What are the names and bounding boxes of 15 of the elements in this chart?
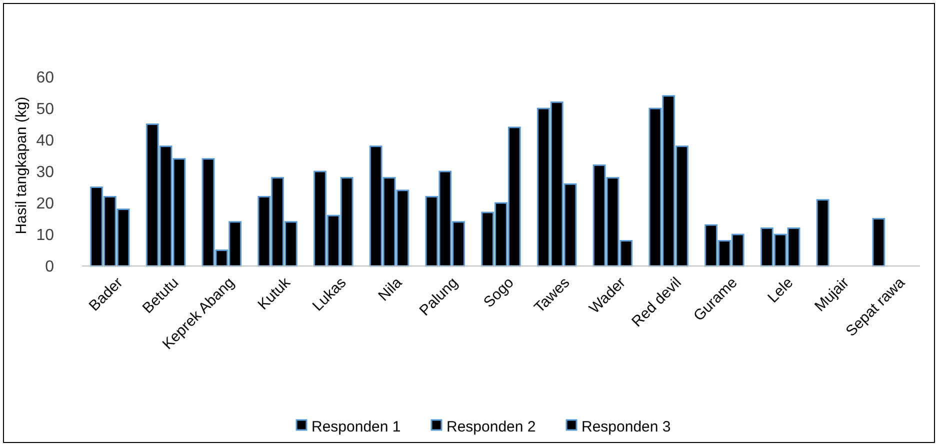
- legend-label: Responden 2: [446, 418, 536, 436]
- y-tick-label: 60: [36, 70, 54, 87]
- x-tick-label: Lele: [764, 274, 797, 306]
- y-axis-title: Hasil tangkapan (kg): [13, 96, 30, 234]
- legend-label: Responden 1: [312, 418, 401, 436]
- legend-label: Responden 3: [582, 418, 671, 436]
- bar: [872, 218, 886, 267]
- x-tick-label: Nila: [375, 274, 406, 305]
- y-tick-label: 10: [36, 227, 54, 244]
- y-tick-label: 0: [45, 258, 54, 276]
- y-tick-label: 20: [36, 196, 54, 213]
- bar: [816, 199, 830, 267]
- y-tick-label: 50: [36, 101, 54, 118]
- y-tick-label: 40: [36, 132, 54, 150]
- y-tick-label: 30: [36, 164, 54, 182]
